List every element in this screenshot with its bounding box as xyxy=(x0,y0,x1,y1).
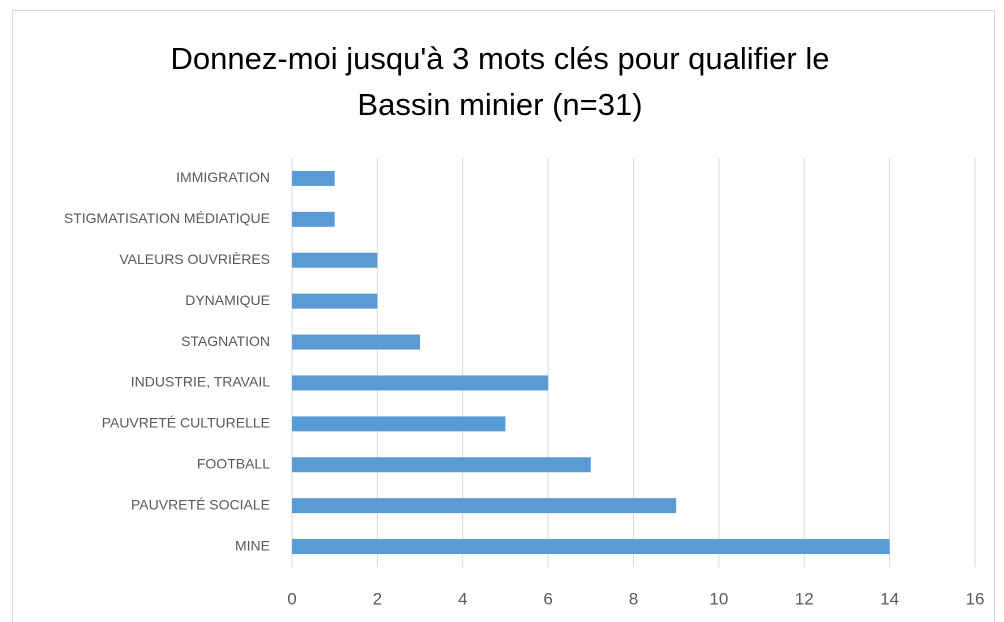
bar xyxy=(292,293,378,309)
bar xyxy=(292,211,335,227)
x-tick-label: 10 xyxy=(709,589,728,608)
x-tick-label: 16 xyxy=(966,589,985,608)
y-tick-label: VALEURS OUVRIÈRES xyxy=(119,251,270,267)
x-tick-label: 8 xyxy=(629,589,638,608)
bar xyxy=(292,416,506,432)
chart-frame xyxy=(12,10,995,622)
y-tick-label: MINE xyxy=(235,537,270,553)
bar xyxy=(292,457,591,473)
bar xyxy=(292,252,378,268)
x-tick-label: 12 xyxy=(795,589,814,608)
bar xyxy=(292,170,335,186)
x-tick-label: 0 xyxy=(287,589,296,608)
y-tick-label: PAUVRETÉ CULTURELLE xyxy=(102,415,270,431)
y-tick-label: INDUSTRIE, TRAVAIL xyxy=(131,374,270,390)
bar xyxy=(292,375,549,391)
y-tick-label: STIGMATISATION MÉDIATIQUE xyxy=(64,210,270,226)
y-tick-label: FOOTBALL xyxy=(197,455,270,471)
bar xyxy=(292,334,421,350)
x-tick-label: 2 xyxy=(373,589,382,608)
y-tick-label: STAGNATION xyxy=(181,333,270,349)
y-tick-label: IMMIGRATION xyxy=(176,169,270,185)
bar xyxy=(292,539,890,555)
bar xyxy=(292,498,677,514)
x-tick-label: 6 xyxy=(543,589,552,608)
y-tick-label: DYNAMIQUE xyxy=(185,292,270,308)
chart-title: Donnez-moi jusqu'à 3 mots clés pour qual… xyxy=(170,41,830,122)
x-tick-label: 14 xyxy=(880,589,899,608)
x-tick-label: 4 xyxy=(458,589,467,608)
y-tick-label: PAUVRETÉ SOCIALE xyxy=(131,496,270,512)
